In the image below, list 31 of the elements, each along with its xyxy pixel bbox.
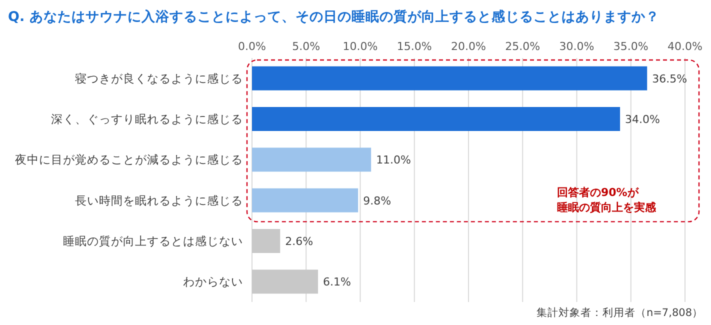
x-tick-label: 0.0% (238, 40, 266, 53)
y-tick-label: 深く、ぐっすり眠れるように感じる (51, 112, 243, 126)
x-tick-label: 30.0% (559, 40, 594, 53)
x-tick-label: 40.0% (668, 40, 702, 53)
y-tick-label: 長い時間を眠れるように感じる (75, 193, 243, 208)
bar (252, 229, 280, 253)
bar (252, 188, 358, 212)
x-tick-label: 10.0% (342, 40, 378, 53)
data-label: 2.6% (285, 235, 314, 248)
data-label: 9.8% (363, 194, 392, 208)
bar (252, 107, 620, 131)
annotation: 睡眠の質向上を実感 (557, 201, 657, 214)
y-tick-label: 夜中に目が覚めることが減るように感じる (15, 152, 243, 167)
x-tick-label: 35.0% (613, 40, 648, 53)
x-tick-label: 15.0% (396, 40, 432, 53)
bar (252, 270, 318, 294)
x-tick-label: 25.0% (505, 40, 540, 53)
data-label: 34.0% (625, 113, 660, 126)
bar (252, 66, 648, 90)
y-tick-label: わからない (183, 274, 243, 289)
data-label: 36.5% (652, 72, 688, 86)
annotation: 回答者の90%が (557, 186, 640, 199)
text: 集計対象者：利用者（n=7,808） (536, 306, 703, 319)
y-tick-label: 睡眠の質が向上するとは感じない (63, 234, 243, 248)
bar (252, 148, 372, 172)
x-tick-label: 20.0% (451, 40, 486, 53)
data-label: 6.1% (323, 276, 351, 289)
y-tick-label: 寝つきが良くなるように感じる (75, 71, 243, 86)
data-label: 11.0% (376, 154, 412, 167)
chart-title: Q. あなたはサウナに入浴することによって、その日の睡眠の質が向上すると感じることはありますか？ (8, 8, 660, 25)
x-tick-label: 5.0% (292, 40, 320, 53)
